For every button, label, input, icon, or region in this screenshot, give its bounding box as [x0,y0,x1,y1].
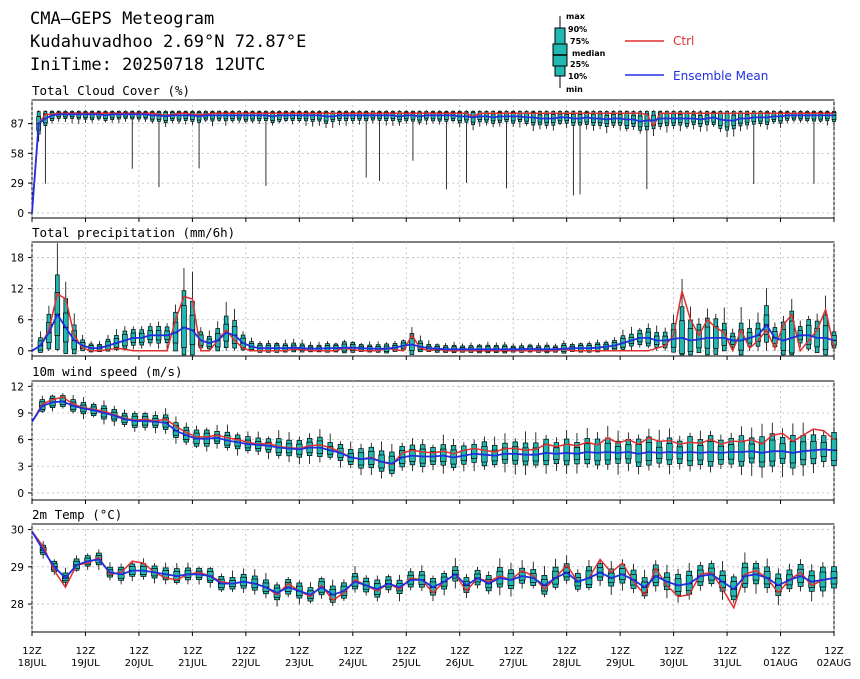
mean-series-line [31,312,835,352]
y-tick-label: 87 [11,119,24,131]
panel-title: 10m wind speed (m/s) [32,364,183,379]
y-tick-label: 30 [11,525,24,537]
x-day-label: 22JUL [232,658,261,669]
x-hour-label: 12Z [396,646,416,657]
legend-p25: 25% [570,60,589,69]
panel-frame [31,99,835,219]
x-hour-label: 12Z [824,646,844,657]
y-tick-label: 0 [17,208,24,220]
panel-title: 2m Temp (°C) [32,507,122,522]
x-hour-label: 12Z [129,646,149,657]
x-day-label: 25JUL [392,658,421,669]
y-tick-label: 3 [17,461,24,473]
legend-p90: 90% [568,25,587,34]
panel-0: Total Cloud Cover (%) 0 29 58 87 [11,83,837,222]
ctrl-series-line [31,290,835,353]
legend: max 90% 75% median 25% 10% min Ctrl Ense… [552,12,768,94]
panel-1: Total precipitation (mm/6h) 0 6 12 18 [11,225,837,360]
x-day-label: 19JUL [71,658,100,669]
legend-p75: 75% [570,37,589,46]
x-hour-label: 12Z [183,646,203,657]
legend-mean-label: Ensemble Mean [673,69,768,83]
x-hour-label: 12Z [236,646,256,657]
panel-2: 10m wind speed (m/s) 0 3 6 9 12 [11,364,838,504]
x-day-label: 21JUL [178,658,207,669]
ctrl-series-line [31,396,835,466]
x-hour-label: 12Z [76,646,96,657]
y-tick-label: 9 [17,408,24,420]
x-hour-label: 12Z [290,646,310,657]
x-day-label: 02AUG [817,658,852,669]
location-label: Kudahuvadhoo 2.69°N 72.87°E [30,32,306,52]
x-hour-label: 12Z [717,646,737,657]
x-day-label: 31JUL [713,658,742,669]
ctrl-series-line [31,112,834,213]
panel-3: 2m Temp (°C) 28 29 30 [11,507,838,636]
init-time-label: IniTime: 20250718 12UTC [30,55,265,75]
x-day-label: 29JUL [606,658,635,669]
panel-title: Total Cloud Cover (%) [32,83,190,98]
x-day-label: 20JUL [125,658,154,669]
x-day-label: 18JUL [18,658,47,669]
x-day-label: 27JUL [499,658,528,669]
y-tick-label: 6 [17,435,24,447]
x-day-label: 24JUL [339,658,368,669]
legend-p10: 10% [568,72,587,81]
y-tick-label: 28 [11,599,24,611]
x-hour-label: 12Z [450,646,470,657]
x-day-label: 23JUL [285,658,314,669]
legend-ctrl-label: Ctrl [673,34,694,48]
legend-median: median [572,49,606,58]
mean-series-line [31,113,834,213]
x-day-label: 28JUL [552,658,581,669]
y-tick-label: 0 [17,488,24,500]
x-hour-label: 12Z [771,646,791,657]
x-day-label: 01AUG [763,658,798,669]
legend-min: min [566,85,583,94]
ctrl-series-line [31,530,835,610]
chart-title: CMA–GEPS Meteogram [30,9,214,29]
legend-max: max [566,12,586,21]
y-tick-label: 6 [17,315,24,327]
y-tick-label: 58 [11,148,24,160]
x-hour-label: 12Z [557,646,577,657]
y-tick-label: 29 [11,562,24,574]
x-hour-label: 12Z [503,646,523,657]
x-day-label: 26JUL [445,658,474,669]
x-hour-label: 12Z [610,646,630,657]
mean-series-line [31,400,835,465]
mean-series-line [31,530,835,596]
legend-box-glyph [552,16,568,88]
x-hour-label: 12Z [343,646,363,657]
y-tick-label: 0 [17,346,24,358]
y-tick-label: 12 [11,381,24,393]
x-day-label: 30JUL [659,658,688,669]
x-hour-label: 12Z [22,646,42,657]
y-tick-label: 18 [11,253,24,265]
x-hour-label: 12Z [664,646,684,657]
y-tick-label: 12 [11,284,24,296]
y-tick-label: 29 [11,178,24,190]
panel-title: Total precipitation (mm/6h) [32,225,235,240]
